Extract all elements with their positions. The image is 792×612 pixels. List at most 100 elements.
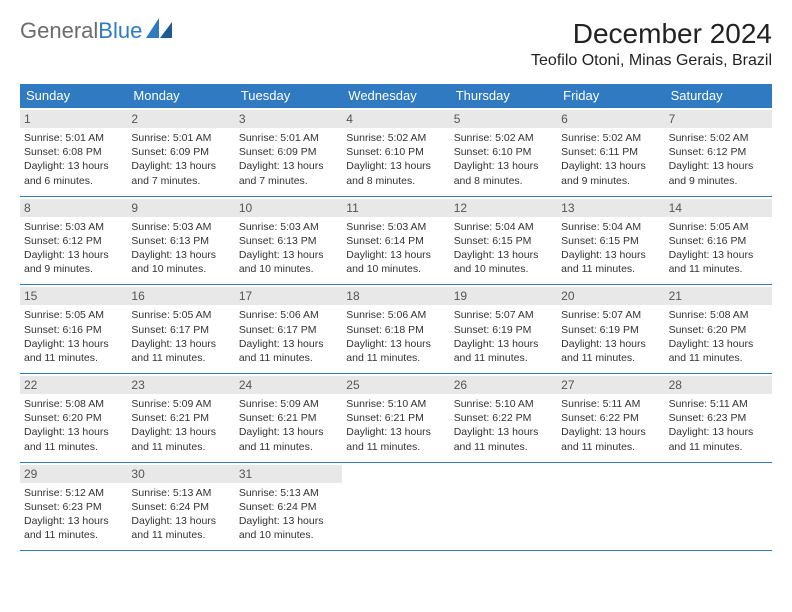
day-info: Sunrise: 5:09 AMSunset: 6:21 PMDaylight:… — [239, 397, 338, 454]
day-cell: 18Sunrise: 5:06 AMSunset: 6:18 PMDayligh… — [342, 285, 449, 373]
day-number: 11 — [342, 199, 449, 217]
day-cell: 13 Sunrise: 5:04 AMSunset: 6:15 PMDayligh… — [557, 197, 664, 285]
day-info: Sunrise: 5:06 AMSunset: 6:18 PMDaylight:… — [346, 308, 445, 365]
day-number: 6 — [557, 110, 664, 128]
day-number: 12 — [450, 199, 557, 217]
day-info: Sunrise: 5:01 AMSunset: 6:09 PMDaylight:… — [239, 131, 338, 188]
day-number: 22 — [20, 376, 127, 394]
day-number: 1 — [20, 110, 127, 128]
day-number: 2 — [127, 110, 234, 128]
day-number: 31 — [235, 465, 342, 483]
day-cell: 21 Sunrise: 5:08 AMSunset: 6:20 PMDayligh… — [665, 285, 772, 373]
weekday-label: Sunday — [20, 84, 127, 107]
weeks-container: 1Sunrise: 5:01 AMSunset: 6:08 PMDaylight… — [20, 107, 772, 551]
day-cell: 25 Sunrise: 5:10 AMSunset: 6:21 PMDayligh… — [342, 374, 449, 462]
day-cell: 16 Sunrise: 5:05 AMSunset: 6:17 PMDayligh… — [127, 285, 234, 373]
week-row: 1Sunrise: 5:01 AMSunset: 6:08 PMDaylight… — [20, 107, 772, 196]
day-cell: 27 Sunrise: 5:11 AMSunset: 6:22 PMDayligh… — [557, 374, 664, 462]
day-info: Sunrise: 5:11 AMSunset: 6:22 PMDaylight:… — [561, 397, 660, 454]
day-cell: 2Sunrise: 5:01 AMSunset: 6:09 PMDaylight… — [127, 108, 234, 196]
day-info: Sunrise: 5:12 AMSunset: 6:23 PMDaylight:… — [24, 486, 123, 543]
day-info: Sunrise: 5:10 AMSunset: 6:22 PMDaylight:… — [454, 397, 553, 454]
brand-part1: General — [20, 18, 98, 44]
day-cell: 23 Sunrise: 5:09 AMSunset: 6:21 PMDayligh… — [127, 374, 234, 462]
day-cell: 9Sunrise: 5:03 AMSunset: 6:13 PMDaylight… — [127, 197, 234, 285]
day-info: Sunrise: 5:05 AMSunset: 6:17 PMDaylight:… — [131, 308, 230, 365]
brand-logo: GeneralBlue — [20, 18, 172, 44]
day-cell: 11 Sunrise: 5:03 AMSunset: 6:14 PMDayligh… — [342, 197, 449, 285]
weekday-label: Monday — [127, 84, 234, 107]
sail-icon — [146, 18, 172, 44]
day-number: 23 — [127, 376, 234, 394]
day-cell: 8 Sunrise: 5:03 AMSunset: 6:12 PMDaylight… — [20, 197, 127, 285]
day-number: 28 — [665, 376, 772, 394]
day-info: Sunrise: 5:03 AMSunset: 6:13 PMDaylight:… — [131, 220, 230, 277]
day-number: 14 — [665, 199, 772, 217]
weekday-label: Wednesday — [342, 84, 449, 107]
day-cell: 3 Sunrise: 5:01 AMSunset: 6:09 PMDaylight… — [235, 108, 342, 196]
day-info: Sunrise: 5:08 AMSunset: 6:20 PMDaylight:… — [24, 397, 123, 454]
day-cell: 30Sunrise: 5:13 AMSunset: 6:24 PMDayligh… — [127, 463, 234, 551]
week-row: 29 Sunrise: 5:12 AMSunset: 6:23 PMDayligh… — [20, 462, 772, 552]
day-cell: 1Sunrise: 5:01 AMSunset: 6:08 PMDaylight… — [20, 108, 127, 196]
day-number: 16 — [127, 287, 234, 305]
day-cell: 29 Sunrise: 5:12 AMSunset: 6:23 PMDayligh… — [20, 463, 127, 551]
day-info: Sunrise: 5:09 AMSunset: 6:21 PMDaylight:… — [131, 397, 230, 454]
weekday-label: Friday — [557, 84, 664, 107]
day-number: 4 — [342, 110, 449, 128]
day-cell: 22 Sunrise: 5:08 AMSunset: 6:20 PMDayligh… — [20, 374, 127, 462]
day-number: 15 — [20, 287, 127, 305]
week-row: 8 Sunrise: 5:03 AMSunset: 6:12 PMDaylight… — [20, 196, 772, 285]
day-info: Sunrise: 5:13 AMSunset: 6:24 PMDaylight:… — [131, 486, 230, 543]
day-number: 17 — [235, 287, 342, 305]
day-number: 21 — [665, 287, 772, 305]
day-info: Sunrise: 5:04 AMSunset: 6:15 PMDaylight:… — [454, 220, 553, 277]
day-info: Sunrise: 5:03 AMSunset: 6:13 PMDaylight:… — [239, 220, 338, 277]
day-cell — [665, 463, 772, 551]
day-cell: 20 Sunrise: 5:07 AMSunset: 6:19 PMDayligh… — [557, 285, 664, 373]
day-number: 24 — [235, 376, 342, 394]
brand-part2: Blue — [98, 18, 142, 44]
day-number: 3 — [235, 110, 342, 128]
header: GeneralBlue December 2024 Teofilo Otoni,… — [20, 18, 772, 70]
weekday-label: Tuesday — [235, 84, 342, 107]
day-number: 27 — [557, 376, 664, 394]
day-info: Sunrise: 5:03 AMSunset: 6:14 PMDaylight:… — [346, 220, 445, 277]
day-cell: 7Sunrise: 5:02 AMSunset: 6:12 PMDaylight… — [665, 108, 772, 196]
day-cell: 19 Sunrise: 5:07 AMSunset: 6:19 PMDayligh… — [450, 285, 557, 373]
day-info: Sunrise: 5:08 AMSunset: 6:20 PMDaylight:… — [669, 308, 768, 365]
day-info: Sunrise: 5:03 AMSunset: 6:12 PMDaylight:… — [24, 220, 123, 277]
day-number: 25 — [342, 376, 449, 394]
day-info: Sunrise: 5:10 AMSunset: 6:21 PMDaylight:… — [346, 397, 445, 454]
day-info: Sunrise: 5:02 AMSunset: 6:10 PMDaylight:… — [346, 131, 445, 188]
day-cell: 12 Sunrise: 5:04 AMSunset: 6:15 PMDayligh… — [450, 197, 557, 285]
day-cell: 6 Sunrise: 5:02 AMSunset: 6:11 PMDaylight… — [557, 108, 664, 196]
day-number: 29 — [20, 465, 127, 483]
day-cell: 17Sunrise: 5:06 AMSunset: 6:17 PMDayligh… — [235, 285, 342, 373]
day-cell: 4 Sunrise: 5:02 AMSunset: 6:10 PMDaylight… — [342, 108, 449, 196]
day-cell: 26Sunrise: 5:10 AMSunset: 6:22 PMDayligh… — [450, 374, 557, 462]
day-cell: 5Sunrise: 5:02 AMSunset: 6:10 PMDaylight… — [450, 108, 557, 196]
day-info: Sunrise: 5:07 AMSunset: 6:19 PMDaylight:… — [561, 308, 660, 365]
day-number: 20 — [557, 287, 664, 305]
title-block: December 2024 Teofilo Otoni, Minas Gerai… — [531, 18, 772, 70]
day-number: 8 — [20, 199, 127, 217]
day-info: Sunrise: 5:02 AMSunset: 6:10 PMDaylight:… — [454, 131, 553, 188]
day-number: 13 — [557, 199, 664, 217]
day-number: 10 — [235, 199, 342, 217]
day-cell: 24 Sunrise: 5:09 AMSunset: 6:21 PMDayligh… — [235, 374, 342, 462]
weekday-label: Saturday — [665, 84, 772, 107]
day-number: 19 — [450, 287, 557, 305]
day-cell: 28Sunrise: 5:11 AMSunset: 6:23 PMDayligh… — [665, 374, 772, 462]
weekday-label: Thursday — [450, 84, 557, 107]
day-info: Sunrise: 5:02 AMSunset: 6:11 PMDaylight:… — [561, 131, 660, 188]
day-info: Sunrise: 5:07 AMSunset: 6:19 PMDaylight:… — [454, 308, 553, 365]
month-title: December 2024 — [531, 18, 772, 50]
weekday-header-row: Sunday Monday Tuesday Wednesday Thursday… — [20, 84, 772, 107]
day-cell — [450, 463, 557, 551]
location-text: Teofilo Otoni, Minas Gerais, Brazil — [531, 52, 772, 70]
day-info: Sunrise: 5:04 AMSunset: 6:15 PMDaylight:… — [561, 220, 660, 277]
week-row: 22 Sunrise: 5:08 AMSunset: 6:20 PMDayligh… — [20, 373, 772, 462]
day-info: Sunrise: 5:05 AMSunset: 6:16 PMDaylight:… — [669, 220, 768, 277]
week-row: 15Sunrise: 5:05 AMSunset: 6:16 PMDayligh… — [20, 284, 772, 373]
